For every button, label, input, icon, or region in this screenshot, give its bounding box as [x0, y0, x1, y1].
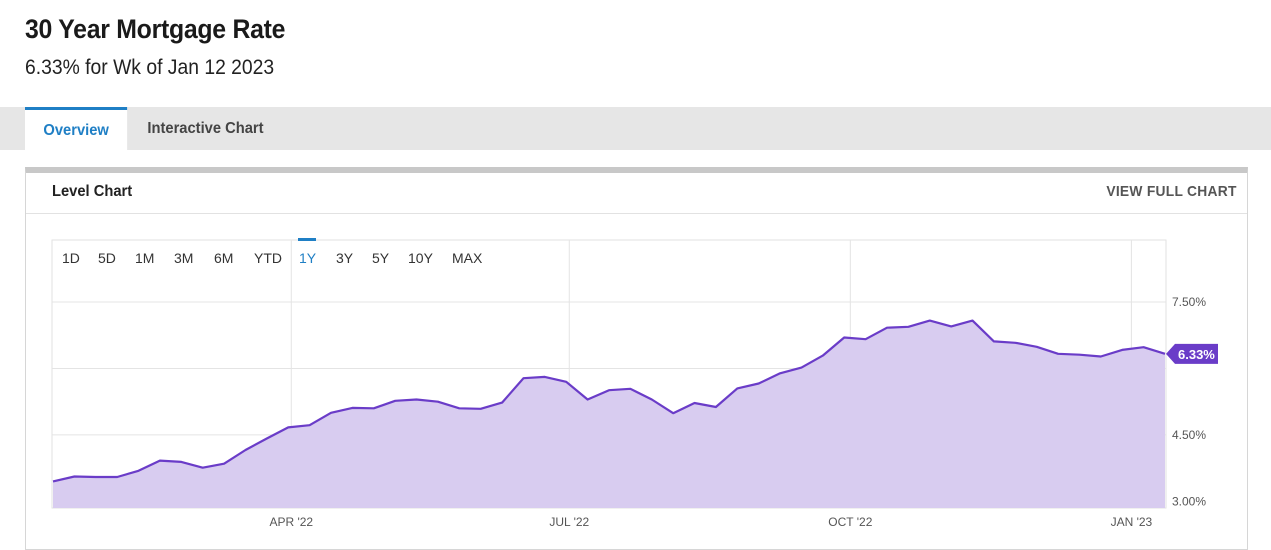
- tab-overview[interactable]: Overview: [25, 107, 128, 150]
- last-value-badge: 6.33%: [1166, 343, 1218, 364]
- panel-header: Level Chart VIEW FULL CHART: [26, 173, 1247, 214]
- tab-bar: Overview Interactive Chart: [0, 107, 1271, 150]
- y-tick-label: 3.00%: [1172, 494, 1206, 508]
- x-tick-label: JAN '23: [1111, 515, 1153, 529]
- y-axis-ticks: 3.00% 4.50% 7.50%: [1172, 295, 1206, 508]
- last-value-badge-bg: [1166, 343, 1218, 364]
- range-selector: 1D 5D 1M 3M 6M YTD 1Y 3Y 5Y 10Y MAX: [62, 238, 483, 266]
- last-value-label: 6.33%: [1178, 347, 1215, 362]
- range-button-6m[interactable]: 6M: [214, 250, 233, 266]
- x-tick-label: JUL '22: [549, 515, 589, 529]
- active-range-indicator: [298, 238, 316, 241]
- range-button-1y[interactable]: 1Y: [299, 250, 317, 266]
- series-line: [52, 319, 1166, 483]
- y-tick-label: 7.50%: [1172, 295, 1206, 309]
- range-button-3y[interactable]: 3Y: [336, 250, 354, 266]
- range-button-10y[interactable]: 10Y: [408, 250, 434, 266]
- range-button-5y[interactable]: 5Y: [372, 250, 390, 266]
- range-button-ytd[interactable]: YTD: [254, 250, 282, 266]
- page-subtitle: 6.33% for Wk of Jan 12 2023: [25, 56, 275, 79]
- range-button-max[interactable]: MAX: [452, 250, 483, 266]
- x-tick-label: APR '22: [269, 515, 313, 529]
- range-button-1d[interactable]: 1D: [62, 250, 80, 266]
- series-area: [53, 320, 1165, 508]
- page-title: 30 Year Mortgage Rate: [25, 14, 286, 44]
- x-tick-label: OCT '22: [828, 515, 872, 529]
- tab-interactive-chart[interactable]: Interactive Chart: [147, 120, 264, 137]
- view-full-chart-link[interactable]: VIEW FULL CHART: [1106, 183, 1237, 200]
- range-button-5d[interactable]: 5D: [98, 250, 116, 266]
- range-button-3m[interactable]: 3M: [174, 250, 193, 266]
- x-axis-ticks: APR '22 JUL '22 OCT '22 JAN '23: [269, 515, 1152, 529]
- y-tick-label: 4.50%: [1172, 428, 1206, 442]
- panel-title: Level Chart: [52, 183, 133, 200]
- range-button-1m[interactable]: 1M: [135, 250, 154, 266]
